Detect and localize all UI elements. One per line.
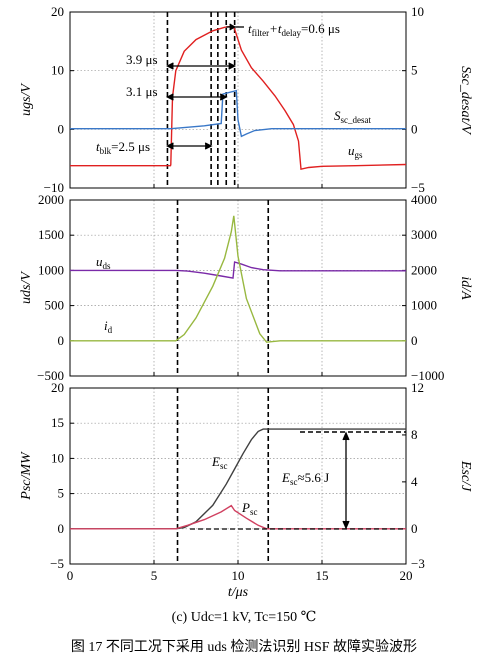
ytick-label-left: 0 [58,333,65,348]
esc-label: Esc [211,454,227,471]
xtick-label: 15 [316,568,329,583]
ytick-label-right: 10 [411,4,424,19]
ytick-label-left: 1500 [38,227,64,242]
arrow-3-9us-head-l [165,62,174,70]
y-axis-label-left: ugs/V [19,83,34,116]
ytick-label-left: −10 [44,180,64,195]
tfilter-label: tfilter+tdelay=0.6 μs [248,21,340,38]
series-Ssc_desat [70,89,406,138]
arrow-esc-head-bot [342,520,350,530]
arrow-tblk-head-r [204,142,213,150]
ytick-label-left: 15 [51,415,64,430]
y-axis-label-right: Esc/J [458,460,473,492]
ytick-label-right: 5 [411,63,418,78]
xtick-label: 5 [151,568,158,583]
ytick-label-right: 4 [411,474,418,489]
ytick-label-right: 0 [411,121,418,136]
y-axis-label-left: Psc/MW [19,451,34,501]
series-uds [70,261,406,279]
t39-label: 3.9 μs [126,52,158,67]
tblk-label: tblk=2.5 μs [96,139,150,156]
ytick-label-right: 0 [411,333,418,348]
ytick-label-right: 4000 [411,192,437,207]
ytick-label-left: 500 [45,298,65,313]
ytick-label-left: −5 [50,556,64,571]
ytick-label-right: −1000 [411,368,444,383]
ytick-label-right: 8 [411,427,418,442]
series-id [70,215,406,343]
arrow-3-9us-head-r [228,62,237,70]
subcaption: (c) Udc=1 kV, Tc=150 ℃ [171,610,317,625]
arrow-tblk-head-l [165,142,174,150]
ytick-label-left: 20 [51,380,64,395]
ytick-label-right: 12 [411,380,424,395]
ytick-label-right: −5 [411,180,425,195]
t31-label: 3.1 μs [126,84,158,99]
arrow-esc-head-top [342,431,350,441]
ytick-label-left: −500 [37,368,64,383]
ytick-label-right: −3 [411,556,425,571]
y-axis-label-right: id/A [458,276,473,300]
xtick-label: 20 [400,568,413,583]
arrow-3-1us-head-l [165,93,174,101]
ytick-label-left: 0 [58,521,65,536]
ytick-label-left: 0 [58,121,65,136]
ytick-label-left: 10 [51,450,64,465]
y-axis-label-right: Ssc_desat/V [458,66,473,135]
ssc-desat-label: Ssc_desat [334,108,371,125]
ytick-label-right: 1000 [411,298,437,313]
id-label: id [104,318,113,335]
ytick-label-right: 0 [411,521,418,536]
panel-top: 20 10 0 −10 10 5 0 −5 ugs/V Ssc_desat/V [19,4,473,195]
ytick-label-left: 5 [58,486,65,501]
figure-caption: 图 17 不同工况下采用 uds 检测法识别 HSF 故障实验波形 [70,640,418,655]
x-axis-label: t/μs [228,585,249,600]
ytick-label-left: 20 [51,4,64,19]
series-Psc [70,504,406,530]
ytick-label-left: 10 [51,63,64,78]
y-axis-label-left: uds/V [19,271,34,304]
psc-label: Psc [241,500,257,517]
uds-label: uds [96,254,111,271]
esc-value-label: Esc≈5.6 J [281,470,329,487]
arrow-3-1us-head-r [219,93,228,101]
ugs-label: ugs [348,143,363,160]
ytick-label-right: 2000 [411,262,437,277]
ytick-label-left: 1000 [38,262,64,277]
ytick-label-right: 3000 [411,227,437,242]
panel-middle: 2000 1500 1000 500 0 −500 4000 3000 2000 1000 0 −10… [19,192,473,383]
ytick-label-left: 2000 [38,192,64,207]
xtick-label: 0 [67,568,74,583]
series-Esc [70,428,406,530]
xtick-label: 10 [232,568,245,583]
series-ugs [70,25,407,171]
